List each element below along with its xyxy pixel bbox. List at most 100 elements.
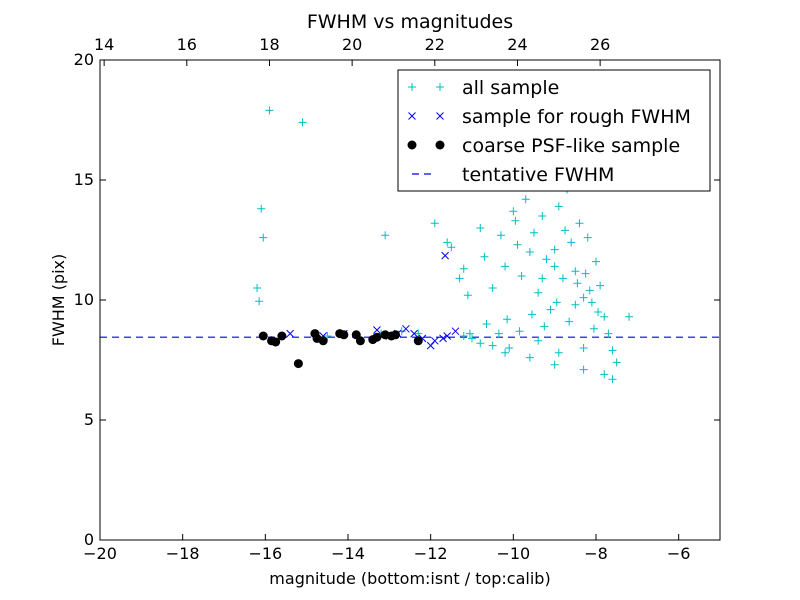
x-tick-label: −14 <box>331 544 365 563</box>
data-point <box>579 365 588 374</box>
data-point <box>372 332 382 342</box>
data-point <box>298 118 307 127</box>
data-point <box>501 262 510 271</box>
data-point <box>430 219 439 228</box>
data-point <box>494 329 503 338</box>
data-point <box>608 375 617 384</box>
data-point <box>612 358 621 367</box>
data-point <box>501 348 510 357</box>
data-point <box>513 240 522 249</box>
data-point <box>277 331 287 341</box>
data-point <box>496 231 505 240</box>
x-tick-label: −16 <box>248 544 282 563</box>
legend-label: all sample <box>462 77 559 99</box>
legend-marker <box>436 112 444 120</box>
data-point <box>447 243 456 252</box>
data-point <box>488 341 497 350</box>
data-point <box>414 329 423 338</box>
x-tick-label: −20 <box>83 544 117 563</box>
data-point <box>571 300 580 309</box>
data-point <box>592 257 600 266</box>
data-point <box>567 238 576 247</box>
y-tick-label: 10 <box>74 290 94 309</box>
x-tick-label: −12 <box>414 544 448 563</box>
data-point <box>476 339 485 348</box>
data-point <box>381 231 390 240</box>
series-group <box>253 106 634 384</box>
series-0 <box>253 106 634 384</box>
legend-item: tentative FWHM <box>412 164 614 186</box>
data-point <box>538 212 547 220</box>
data-point <box>391 330 401 340</box>
data-point <box>525 248 534 256</box>
legend-marker <box>408 83 416 91</box>
data-point <box>459 264 468 273</box>
data-point <box>604 329 613 338</box>
data-point <box>625 312 634 321</box>
chart-title: FWHM vs magnitudes <box>307 11 513 33</box>
data-point <box>253 284 262 292</box>
data-point <box>259 233 268 242</box>
data-point <box>589 324 598 333</box>
data-point <box>413 336 423 346</box>
data-point <box>534 336 543 345</box>
data-point <box>482 320 491 328</box>
data-point <box>565 317 574 326</box>
data-point <box>587 298 596 307</box>
data-point <box>527 310 536 319</box>
data-point <box>265 106 274 115</box>
data-point <box>511 216 520 225</box>
data-point <box>258 331 268 341</box>
data-point <box>575 219 584 228</box>
top-x-tick-label: 24 <box>507 35 527 54</box>
data-point <box>293 359 303 369</box>
data-point <box>488 284 497 292</box>
x-tick-label: −18 <box>166 544 200 563</box>
x-tick-label: −6 <box>667 544 691 563</box>
data-point <box>542 255 551 264</box>
data-point <box>476 224 485 232</box>
data-point <box>255 297 264 306</box>
data-point <box>451 327 460 336</box>
data-point <box>561 226 569 235</box>
data-point <box>373 326 381 334</box>
data-point <box>459 332 468 340</box>
y-axis-label: FWHM (pix) <box>49 254 68 347</box>
data-point <box>554 202 563 211</box>
data-point <box>600 312 609 321</box>
top-x-tick-label: 20 <box>342 35 362 54</box>
data-point <box>594 308 603 316</box>
x-tick-label: −10 <box>496 544 530 563</box>
data-point <box>550 245 559 254</box>
legend-label: coarse PSF-like sample <box>462 135 680 157</box>
legend-box <box>397 69 711 192</box>
legend: all sample sample for rough FWHM coarse PS… <box>397 69 711 192</box>
legend-marker <box>408 112 416 120</box>
legend-items: all sample sample for rough FWHM coarse PS… <box>407 77 691 186</box>
data-point <box>509 207 518 216</box>
legend-item: coarse PSF-like sample <box>407 135 680 157</box>
data-point <box>583 233 592 242</box>
series-2 <box>258 329 423 369</box>
data-point <box>550 360 559 369</box>
data-point <box>480 252 489 261</box>
data-point <box>505 344 514 352</box>
data-point <box>271 337 281 347</box>
data-point <box>596 281 605 290</box>
data-point <box>455 274 464 283</box>
data-point <box>558 274 567 283</box>
data-point <box>546 305 555 314</box>
data-point <box>402 324 410 333</box>
legend-item: all sample <box>408 77 559 99</box>
data-point <box>439 334 447 343</box>
data-point <box>503 315 512 324</box>
data-point <box>540 322 549 331</box>
legend-label: sample for rough FWHM <box>462 106 691 128</box>
data-point <box>286 329 294 338</box>
data-point <box>355 336 365 346</box>
data-point <box>441 251 449 260</box>
y-tick-label: 15 <box>74 170 94 189</box>
